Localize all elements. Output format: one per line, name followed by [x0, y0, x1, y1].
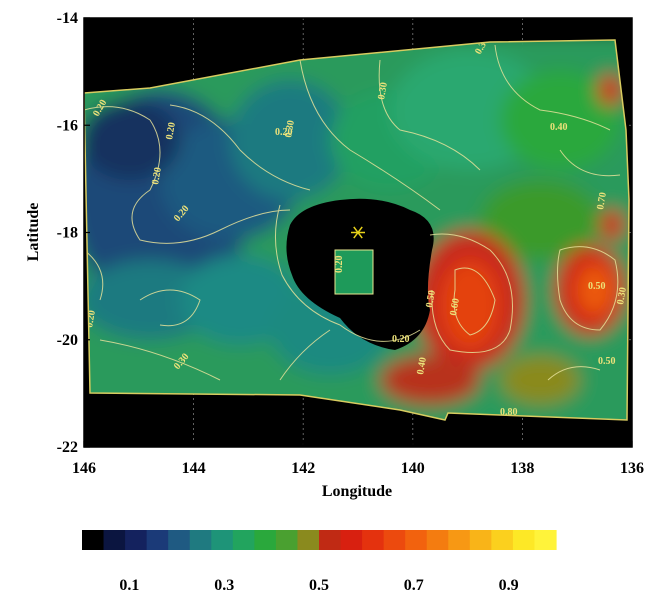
y-tick-label: -18 — [57, 225, 78, 242]
x-tick-label: 144 — [182, 460, 206, 477]
colorbar-segment — [383, 530, 406, 550]
x-tick-label: 142 — [291, 460, 315, 477]
colorbar-segment — [534, 530, 557, 550]
heatmap: 0.200.200.200.200.300.300.300.400.40 0.50… — [84, 39, 630, 421]
contour-label: 0.30 — [376, 81, 390, 100]
colorbar-segment — [82, 530, 105, 550]
contour-label: 0.30 — [615, 286, 629, 305]
y-tick-label: -16 — [57, 117, 78, 134]
colorbar-tick-label: 0.3 — [214, 577, 234, 592]
contour-label: 0.20 — [164, 121, 178, 140]
y-tick-label: -22 — [57, 439, 78, 456]
colorbar-segment — [426, 530, 449, 550]
contour-label: 0.40 — [415, 356, 429, 375]
contour-label: 0.20 — [334, 256, 345, 274]
colorbar-tick-label: 0.9 — [499, 577, 519, 592]
colorbar-segment — [168, 530, 191, 550]
y-axis-label: Latitude — [25, 203, 42, 262]
contour-label: 0.50 — [424, 289, 438, 308]
star-marker — [351, 226, 365, 239]
y-tick-label: -20 — [57, 332, 78, 349]
colorbar-segment — [275, 530, 299, 550]
colorbar-segment — [103, 530, 126, 550]
y-tick-label: -14 — [57, 10, 78, 27]
colorbar-segment — [469, 530, 492, 550]
colorbar-segment — [254, 530, 277, 550]
colorbar-segment — [146, 530, 169, 550]
colorbar-segment — [297, 530, 320, 550]
y-axis-ticks: -14 -16 -18 -20 -22 — [57, 10, 90, 456]
contour-label: 0.50 — [598, 356, 616, 367]
contour-label: 0.30 — [283, 119, 297, 138]
colorbar-segment — [512, 530, 536, 550]
contour-label: 0.60 — [448, 297, 462, 316]
colorbar-segment — [340, 530, 363, 550]
x-tick-label: 140 — [401, 460, 425, 477]
colorbar-tick-label: 0.5 — [309, 577, 329, 592]
contour-label: 0.70 — [595, 191, 609, 210]
x-axis-ticks: 146 144 142 140 138 136 — [72, 441, 644, 477]
contour-label: 0.20 — [392, 334, 410, 345]
x-tick-label: 136 — [620, 460, 644, 477]
colorbar-tick-labels: 0.1 0.3 0.5 0.7 0.9 — [119, 577, 518, 592]
colorbar — [82, 530, 557, 550]
contour-label: 0.80 — [500, 407, 518, 418]
contour-label: 0.50 — [588, 281, 606, 292]
colorbar-tick-label: 0.7 — [404, 577, 424, 592]
colorbar-segment — [491, 530, 514, 550]
colorbar-tick-label: 0.1 — [119, 577, 139, 592]
colorbar-segment — [319, 530, 342, 550]
colorbar-segment — [362, 530, 385, 550]
contour-label: 0.40 — [550, 122, 568, 133]
contour-label: 0.20 — [150, 166, 164, 185]
contour-label: 0.20 — [275, 127, 293, 138]
colorbar-segment — [189, 530, 212, 550]
colorbar-segment — [448, 530, 471, 550]
colorbar-segment — [211, 530, 234, 550]
colorbar-segment — [125, 530, 148, 550]
colorbar-segment — [232, 530, 255, 550]
x-tick-label: 138 — [510, 460, 534, 477]
colorbar-segment — [405, 530, 428, 550]
x-axis-label: Longitude — [322, 483, 392, 500]
x-tick-label: 146 — [72, 460, 96, 477]
